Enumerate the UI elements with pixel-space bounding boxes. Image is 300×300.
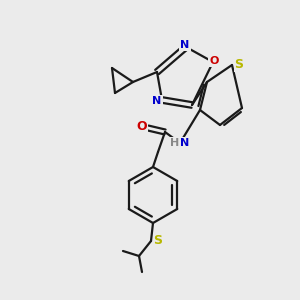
Text: O: O [209,56,219,66]
Text: O: O [137,121,147,134]
Text: S: S [154,233,163,247]
Text: S: S [235,58,244,70]
Text: N: N [180,138,190,148]
Text: H: H [170,138,180,148]
Text: N: N [180,40,190,50]
Text: N: N [152,96,162,106]
